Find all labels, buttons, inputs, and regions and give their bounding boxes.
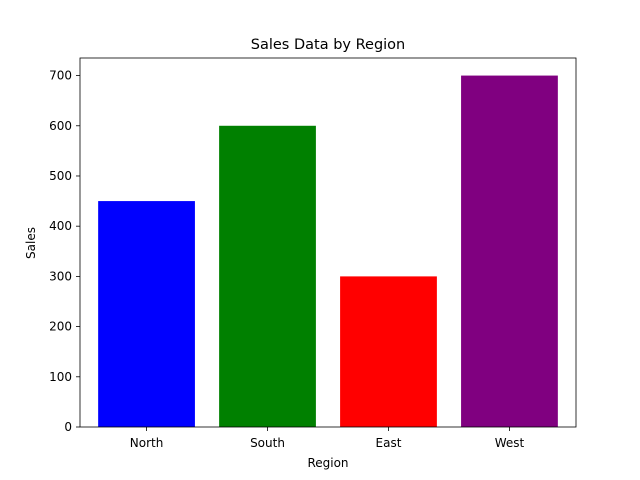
x-tick-label: South bbox=[250, 436, 285, 450]
x-axis-label: Region bbox=[307, 456, 348, 470]
y-axis-label: Sales bbox=[24, 227, 38, 259]
bar-south bbox=[219, 125, 316, 427]
y-tick-label: 400 bbox=[49, 219, 72, 233]
y-tick-label: 500 bbox=[49, 169, 72, 183]
x-tick-label: West bbox=[495, 436, 525, 450]
bar-north bbox=[98, 201, 195, 427]
y-tick-label: 600 bbox=[49, 119, 72, 133]
plot-frame bbox=[79, 57, 577, 428]
y-tick-label: 100 bbox=[49, 370, 72, 384]
y-tick-label: 200 bbox=[49, 320, 72, 334]
chart-title: Sales Data by Region bbox=[251, 37, 405, 53]
y-tick-label: 0 bbox=[64, 420, 72, 434]
plot-area: North South East West 0 100 200 300 400 500 600 700 bbox=[49, 57, 577, 450]
y-tick-label: 300 bbox=[49, 269, 72, 283]
bar-west bbox=[461, 75, 558, 427]
y-tick-label: 700 bbox=[49, 69, 72, 83]
bar-east bbox=[340, 276, 437, 427]
x-tick-label: North bbox=[130, 436, 164, 450]
x-tick-label: East bbox=[376, 436, 402, 450]
